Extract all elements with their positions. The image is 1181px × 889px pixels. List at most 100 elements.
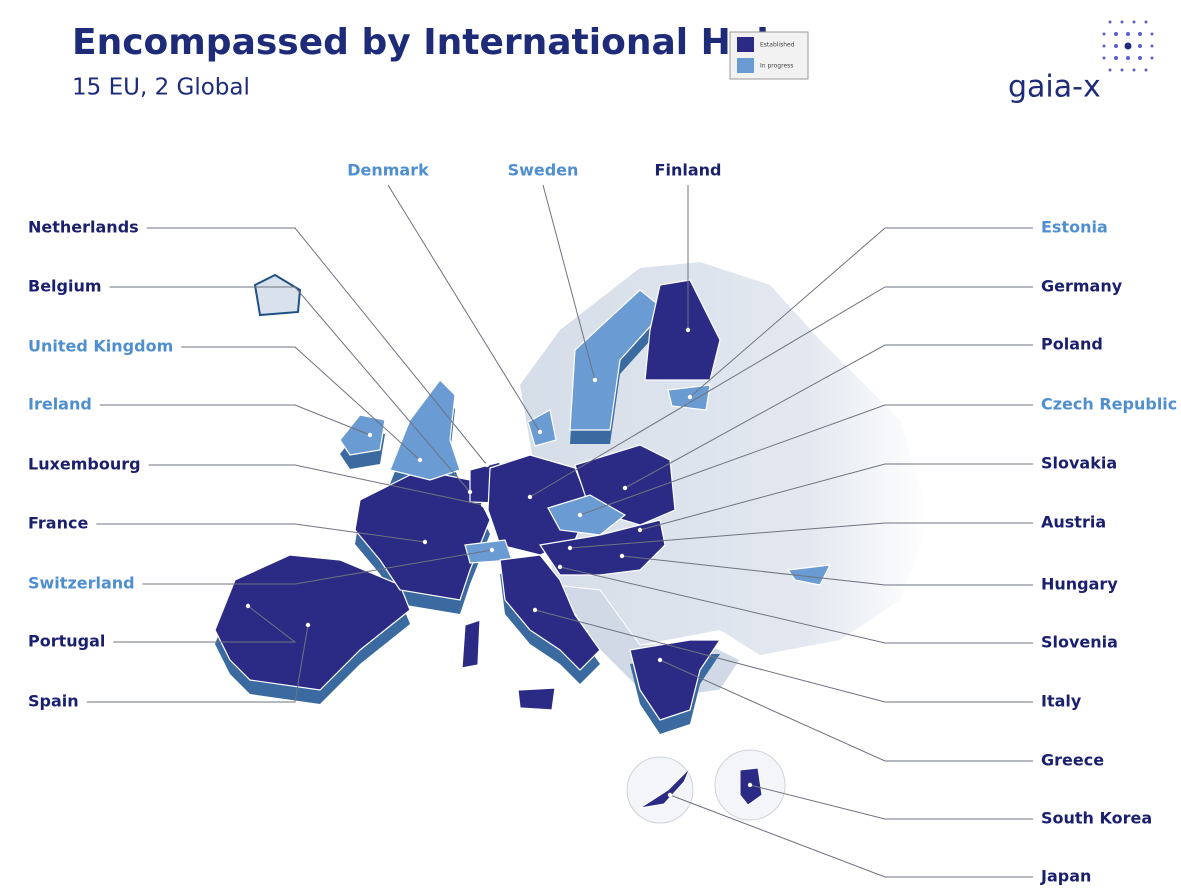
hub-label: Italy [1041,692,1082,711]
country-uk [389,379,461,481]
hub-pin [305,622,311,628]
hub-pin [592,377,598,383]
hub-pin [422,539,428,545]
hub-label: France [28,514,88,533]
hub-label: Switzerland [28,574,135,593]
leader-line [113,605,297,643]
hub-pin [687,394,693,400]
hub-label: Greece [1041,751,1104,770]
hub-pin [557,564,563,570]
hub-pin [619,553,625,559]
leader-line [689,227,1033,398]
hub-label: Netherlands [28,218,139,237]
leader-line [749,784,1033,820]
hub-label: Hungary [1041,575,1118,594]
hub-label: Czech Republic [1041,395,1177,414]
leader-line [542,184,596,381]
hub-pin [245,603,251,609]
hub-pin [537,429,543,435]
hub-label: Poland [1041,335,1103,354]
country-denmark [527,409,557,447]
country-sardinia [461,619,481,669]
hub-pin [685,327,691,333]
hub-label: Spain [28,692,79,711]
leader-line [639,463,1033,531]
country-czech [547,494,627,536]
leader-line [109,286,471,493]
leader-line [387,184,541,433]
leader-line [96,523,426,543]
leader-line [659,659,1033,762]
hub-label: Portugal [28,632,105,651]
hub-pin [527,494,533,500]
hub-pin [637,527,643,533]
legend: Established In progress [729,31,809,80]
leader-line [142,549,493,585]
subtitle: 15 EU, 2 Global [72,75,250,101]
hub-pin [367,432,373,438]
hub-pin [467,489,473,495]
hub-label: Sweden [508,161,579,180]
hub-label: Finland [655,161,722,180]
hub-pin [567,545,573,551]
title: Encompassed by International Hubs [72,22,804,63]
leader-line [86,624,309,703]
country-greece [629,639,722,721]
legend-swatch [737,58,754,73]
leader-lines [86,184,1033,878]
hub-label: Estonia [1041,218,1108,237]
hub-labels: Finland Netherlands Belgium Luxembourg Franc… [28,161,1177,886]
country-central [538,519,666,576]
country-iberia [214,554,411,691]
leader-line [559,566,1033,644]
hub-pin [417,457,423,463]
leader-line [624,344,1033,489]
hub-label: South Korea [1041,809,1152,828]
country-east [786,564,832,586]
hub-label: Denmark [347,161,429,180]
hub-pin [532,607,538,613]
hub-label: Belgium [28,277,102,296]
hub-pin [489,547,495,553]
leader-line [99,404,371,436]
hub-pin [622,485,628,491]
leader-line [148,464,484,506]
hub-label: Slovenia [1041,633,1118,652]
map-island [253,273,302,317]
hub-label: Japan [1040,867,1091,886]
inset-japan-shape [639,767,691,809]
leader-line [569,522,1033,549]
hub-label: Germany [1041,277,1123,296]
hub-label: Austria [1041,513,1106,532]
hub-pin [484,462,490,468]
leader-line [181,346,421,461]
logo: gaia-x [1008,20,1154,105]
logo-dots [1102,20,1154,72]
hub-pin [657,657,663,663]
inset-japan [626,756,694,824]
leader-line [529,286,1033,498]
logo-text: gaia-x [1008,70,1101,105]
legend-label: Established [760,42,795,49]
legend-label: In progress [760,63,793,70]
legend-swatch [737,37,754,52]
leader-line [146,227,488,466]
hub-pin [667,792,673,798]
leader-line [621,555,1033,586]
leader-line [534,609,1033,703]
leader-line [579,404,1033,516]
hub-pin [747,782,753,788]
country-italy [499,554,601,671]
hub-label: Luxembourg [28,455,141,474]
hub-label: Ireland [28,395,92,414]
leader-line [669,794,1033,878]
hub-pin [577,512,583,518]
hub-label: Slovakia [1041,454,1117,473]
map [214,262,930,824]
hub-pin [480,502,486,508]
country-sicily [517,687,556,711]
hub-label: United Kingdom [28,337,173,356]
country-ireland [339,414,386,456]
